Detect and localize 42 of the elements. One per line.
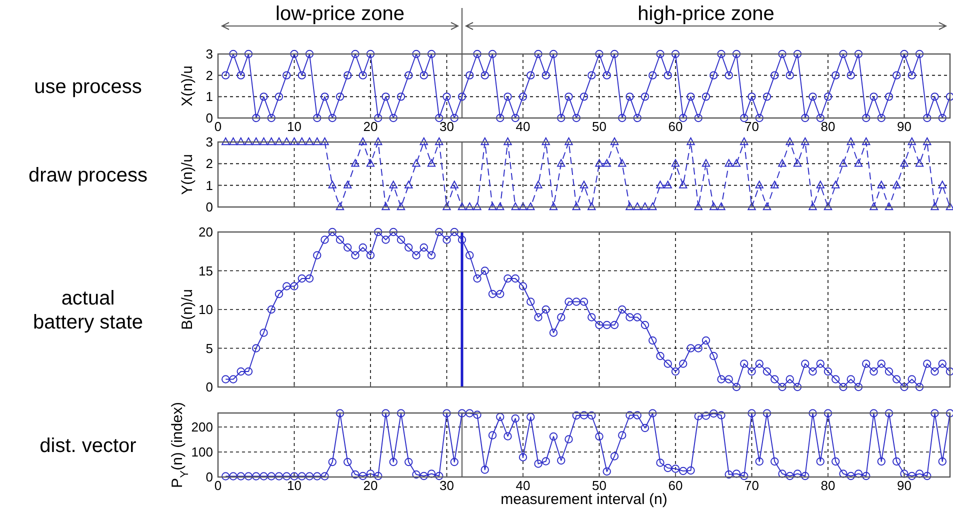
y-tick-label: 3 <box>206 46 213 62</box>
x-tick-label: 20 <box>363 478 378 493</box>
y-axis-title: X(n)/u <box>179 66 196 106</box>
y-axis-title: Y(n)/u <box>179 154 196 195</box>
x-tick-label: 90 <box>897 119 912 134</box>
x-tick-label: 80 <box>820 119 836 134</box>
x-tick-label: 60 <box>668 478 683 493</box>
y-tick-label: 1 <box>206 178 213 193</box>
y-tick-label: 10 <box>198 302 213 317</box>
x-tick-label: 50 <box>592 119 606 134</box>
x-axis-title: measurement interval (n) <box>500 491 668 508</box>
y-tick-label: 2 <box>206 68 213 83</box>
x-tick-label: 80 <box>820 478 836 493</box>
x-tick-label: 10 <box>287 478 302 493</box>
y-tick-label: 2 <box>206 156 213 172</box>
text: high-price zone <box>638 3 774 25</box>
x-tick-label: 20 <box>363 119 378 134</box>
y-tick-label: 20 <box>198 224 213 240</box>
x-tick-label: 30 <box>440 478 454 493</box>
y-tick-label: 0 <box>206 200 213 214</box>
y-tick-label: 15 <box>198 263 213 278</box>
x-tick-label: 50 <box>592 478 606 493</box>
text: actual battery state <box>32 288 144 334</box>
y-tick-label: 3 <box>206 134 213 150</box>
y-tick-label: 200 <box>191 420 213 434</box>
text: dist. vector <box>40 435 137 457</box>
text: draw process <box>28 164 148 186</box>
text: use process <box>34 76 142 98</box>
y-tick-label: 100 <box>191 444 213 460</box>
y-tick-label: 1 <box>206 89 213 104</box>
x-tick-label: 90 <box>897 478 912 493</box>
y-tick-label: 0 <box>206 380 213 394</box>
x-tick-label: 70 <box>744 119 759 134</box>
y-axis-title: B(n)/u <box>179 289 196 330</box>
text: low-price zone <box>276 3 404 25</box>
x-tick-label: 60 <box>668 119 683 134</box>
y-tick-label: 5 <box>206 340 213 356</box>
x-tick-label: 40 <box>516 478 530 493</box>
x-tick-label: 70 <box>744 478 759 493</box>
x-tick-label: 10 <box>287 119 302 134</box>
x-tick-label: 30 <box>440 119 454 134</box>
x-tick-label: 40 <box>516 119 530 134</box>
